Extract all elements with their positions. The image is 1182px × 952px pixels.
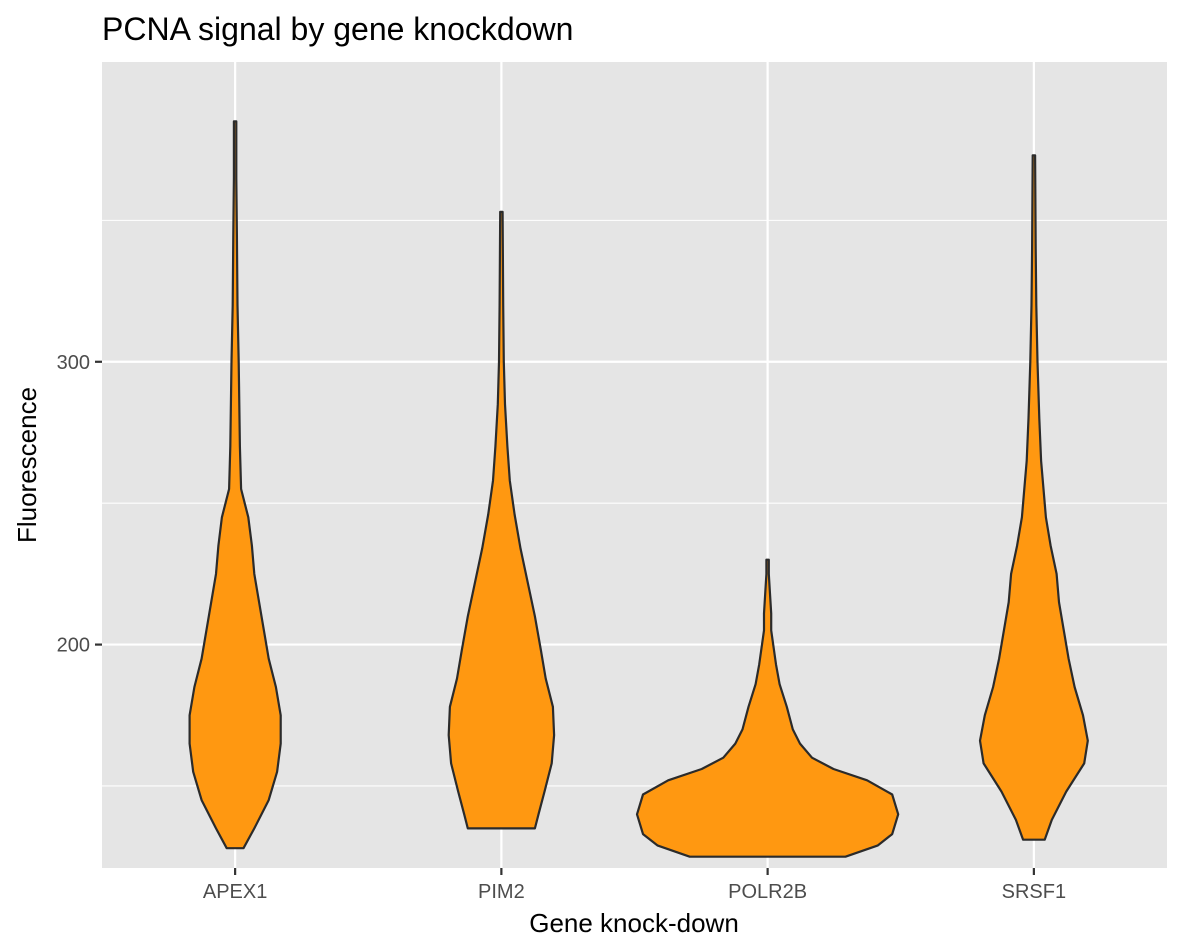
violin-pim2 xyxy=(447,210,556,830)
chart-title: PCNA signal by gene knockdown xyxy=(102,11,573,47)
x-axis-title: Gene knock-down xyxy=(529,908,739,938)
x-tick-label: PIM2 xyxy=(478,881,525,903)
axes: 200 300 APEX1 PIM2 POLR2B SRSF1 xyxy=(57,352,1066,903)
x-tick-label: APEX1 xyxy=(203,881,267,903)
violin-srsf1 xyxy=(978,154,1089,841)
x-tick-label: SRSF1 xyxy=(1002,881,1066,903)
y-tick-label: 300 xyxy=(57,352,90,374)
violin-apex1 xyxy=(188,120,282,850)
y-tick-label: 200 xyxy=(57,635,90,657)
violin-polr2b xyxy=(635,558,900,858)
violins xyxy=(188,120,1089,858)
x-tick-label: POLR2B xyxy=(728,881,807,903)
y-axis-title: Fluorescence xyxy=(12,387,42,543)
